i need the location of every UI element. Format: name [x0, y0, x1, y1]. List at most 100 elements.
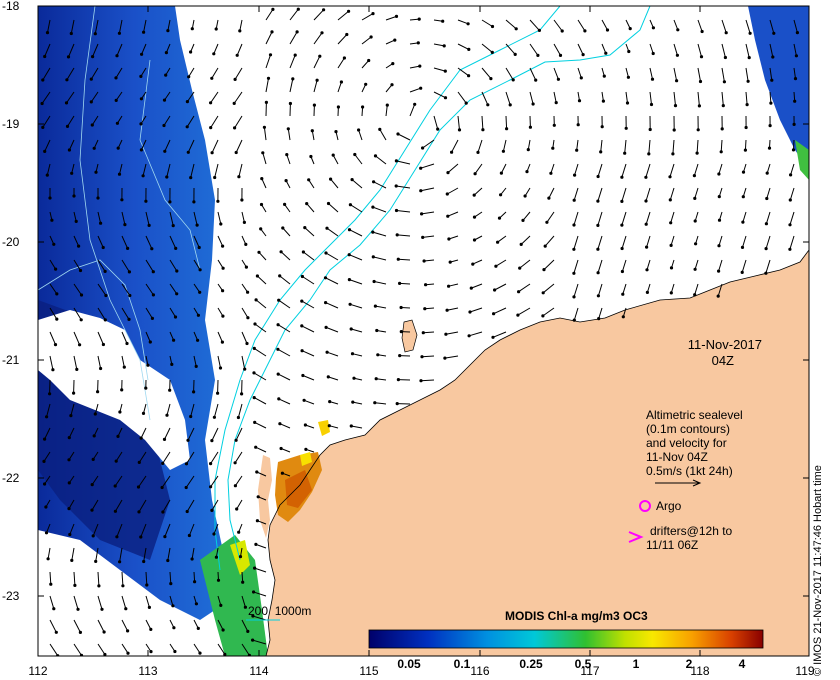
velocity-arrowhead	[669, 243, 673, 247]
velocity-arrowhead	[697, 104, 702, 108]
velocity-arrowhead	[621, 292, 625, 296]
velocity-arrow	[379, 129, 387, 141]
velocity-arrowhead	[165, 413, 169, 417]
velocity-arrow	[527, 139, 531, 150]
velocity-arrowhead	[257, 250, 261, 254]
velocity-arrowhead	[347, 228, 352, 232]
velocity-arrow	[648, 139, 651, 154]
velocity-arrow	[187, 139, 195, 153]
velocity-arrowhead	[260, 177, 264, 181]
velocity-arrow	[697, 19, 703, 32]
velocity-arrowhead	[123, 223, 127, 227]
velocity-arrowhead	[216, 199, 220, 203]
velocity-arrowhead	[579, 76, 583, 80]
velocity-arrow	[769, 43, 774, 58]
velocity-arrow	[597, 163, 603, 177]
velocity-arrow	[493, 307, 507, 315]
velocity-arrow	[398, 258, 411, 261]
velocity-arrow	[505, 115, 508, 129]
colorbar-tick-label: 1	[632, 657, 640, 671]
velocity-arrow	[46, 163, 51, 176]
chlorophyll-coastal-band	[200, 535, 268, 656]
velocity-arrow	[265, 54, 271, 69]
velocity-arrowhead	[210, 508, 214, 512]
velocity-arrow	[325, 326, 339, 333]
velocity-arrow	[280, 251, 291, 261]
velocity-arrowhead	[285, 153, 289, 157]
velocity-arrowhead	[393, 38, 397, 42]
velocity-arrowhead	[523, 194, 527, 198]
velocity-arrowhead	[90, 483, 94, 487]
velocity-arrow	[789, 211, 795, 225]
velocity-arrow	[241, 307, 249, 318]
velocity-arrowhead	[221, 628, 225, 632]
velocity-arrow	[68, 499, 75, 509]
velocity-arrow	[140, 67, 147, 77]
velocity-arrowhead	[99, 366, 103, 371]
velocity-arrowhead	[139, 148, 143, 152]
velocity-arrowhead	[369, 35, 373, 39]
velocity-arrowhead	[221, 244, 225, 248]
velocity-arrowhead	[103, 652, 107, 656]
velocity-arrow	[349, 279, 363, 285]
velocity-arrow	[669, 163, 675, 177]
velocity-arrowhead	[255, 470, 259, 474]
velocity-arrowhead	[395, 233, 399, 237]
velocity-arrowhead	[92, 146, 96, 150]
velocity-arrowhead	[378, 127, 382, 131]
velocity-arrowhead	[716, 294, 720, 298]
velocity-arrow	[233, 91, 243, 104]
velocity-arrow	[217, 235, 224, 247]
velocity-arrowhead	[221, 289, 225, 293]
velocity-arrowhead	[376, 353, 380, 357]
velocity-arrowhead	[67, 148, 71, 152]
velocity-arrowhead	[53, 343, 58, 347]
velocity-arrow	[744, 139, 747, 151]
velocity-arrowhead	[795, 30, 800, 35]
velocity-arrowhead	[371, 255, 375, 259]
velocity-arrowhead	[420, 212, 424, 216]
velocity-arrow	[573, 307, 579, 321]
velocity-arrowhead	[213, 175, 217, 180]
velocity-arrowhead	[793, 99, 797, 103]
velocity-arrow	[769, 19, 775, 34]
velocity-arrowhead	[442, 44, 446, 48]
velocity-arrow	[193, 643, 201, 654]
velocity-arrow	[457, 19, 469, 25]
velocity-arrowhead	[295, 30, 299, 34]
velocity-arrow	[211, 139, 219, 153]
velocity-arrowhead	[284, 179, 288, 183]
velocity-arrowhead	[196, 626, 200, 631]
velocity-arrow	[253, 397, 267, 405]
velocity-arrowhead	[497, 216, 502, 220]
velocity-arrowhead	[446, 171, 450, 175]
sealevel-contour-2	[139, 59, 201, 271]
velocity-arrow	[241, 355, 246, 370]
velocity-arrowhead	[374, 377, 378, 381]
velocity-arrow	[673, 19, 679, 30]
velocity-arrow	[145, 283, 154, 296]
velocity-arrowhead	[300, 274, 304, 279]
velocity-arrow	[718, 235, 723, 246]
velocity-arrow	[44, 475, 51, 485]
velocity-arrow	[670, 235, 675, 246]
velocity-arrow	[351, 179, 363, 189]
velocity-arrow	[145, 571, 148, 586]
velocity-arrowhead	[700, 29, 704, 34]
velocity-arrowhead	[301, 250, 305, 254]
velocity-arrow	[47, 19, 51, 33]
velocity-arrowhead	[692, 174, 697, 178]
velocity-arrow	[694, 259, 699, 270]
isobath-200m	[227, 6, 651, 561]
velocity-arrowhead	[89, 77, 93, 81]
velocity-arrowhead	[492, 312, 496, 316]
velocity-arrowhead	[746, 79, 750, 83]
velocity-arrowhead	[448, 260, 452, 264]
velocity-arrow	[253, 591, 267, 597]
velocity-arrowhead	[741, 195, 745, 199]
velocity-arrowhead	[339, 80, 343, 84]
velocity-arrow	[409, 104, 416, 117]
velocity-arrowhead	[168, 200, 172, 204]
velocity-arrowhead	[447, 284, 451, 288]
velocity-arrow	[97, 307, 106, 321]
